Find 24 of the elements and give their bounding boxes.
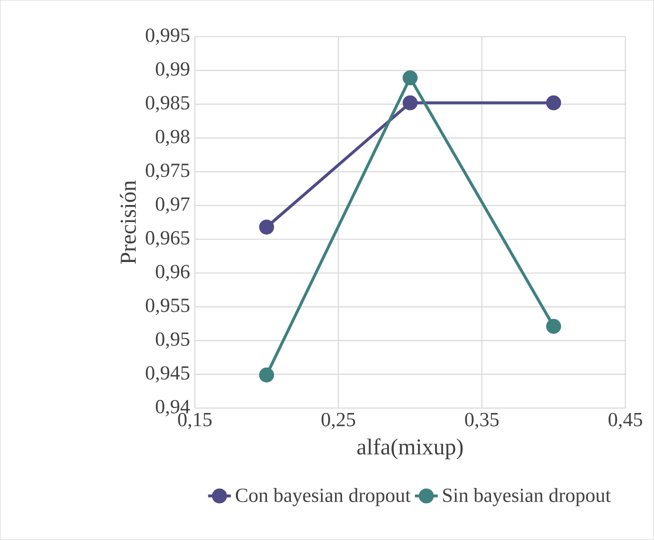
legend-label: Sin bayesian dropout bbox=[443, 488, 611, 506]
y-tick-label: 0,995 bbox=[146, 28, 190, 45]
x-tick-label: 0,25 bbox=[322, 412, 356, 430]
y-tick-label: 0,96 bbox=[156, 264, 190, 282]
x-tick-label: 0,35 bbox=[465, 412, 499, 430]
legend-label: Con bayesian dropout bbox=[236, 488, 411, 506]
y-tick-label: 0,955 bbox=[146, 298, 190, 316]
point bbox=[259, 368, 274, 383]
y-tick-label: 0,985 bbox=[146, 96, 190, 112]
y-tick-label: 0,95 bbox=[156, 332, 190, 349]
y-axis-title: Precisión bbox=[120, 180, 136, 264]
x-axis-title: alfa(mixup) bbox=[357, 438, 463, 460]
point bbox=[402, 70, 418, 86]
y-tick-label: 0,98 bbox=[156, 130, 190, 146]
x-tick-label: 0,45 bbox=[608, 412, 642, 430]
y-tick-label: 0,965 bbox=[146, 231, 190, 248]
y-tick-label: 0,99 bbox=[156, 62, 190, 79]
point bbox=[546, 318, 562, 334]
y-tick-label: 0,975 bbox=[146, 164, 190, 180]
point bbox=[259, 220, 274, 235]
point bbox=[402, 95, 418, 110]
y-tick-label: 0,97 bbox=[156, 197, 190, 214]
point bbox=[546, 95, 562, 110]
y-tick-label: 0,945 bbox=[146, 366, 190, 383]
